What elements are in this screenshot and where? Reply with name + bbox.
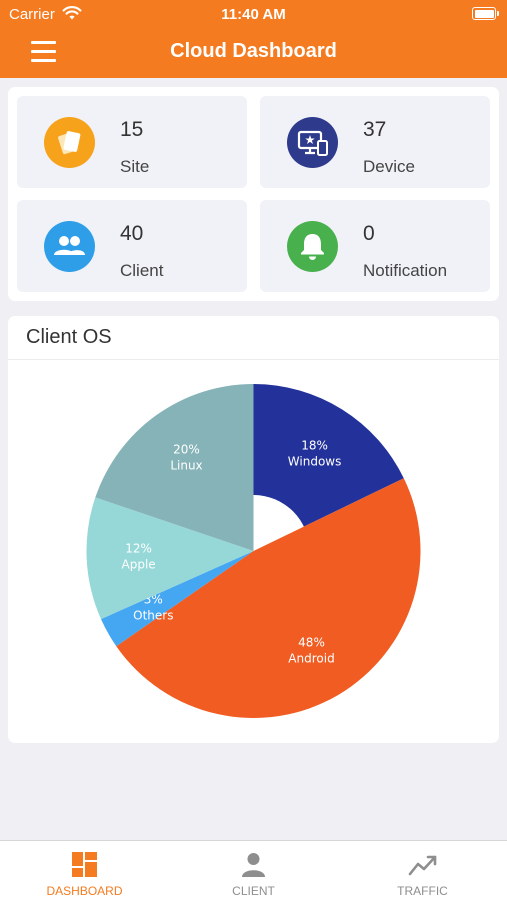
stat-tile-notification[interactable]: 0 Notification (260, 200, 490, 292)
hamburger-menu-icon[interactable] (31, 41, 56, 62)
carrier-label: Carrier (9, 6, 55, 23)
slice-name-label: Android (288, 651, 334, 665)
notification-count: 0 (363, 222, 375, 245)
site-label: Site (120, 157, 150, 176)
device-label: Device (363, 157, 415, 176)
slice-name-label: Others (133, 608, 173, 622)
slice-linux[interactable] (95, 384, 254, 551)
tab-label: CLIENT (232, 884, 275, 898)
tab-bar: DASHBOARD CLIENT TRAFFIC (0, 840, 507, 900)
trend-icon (408, 855, 437, 876)
slice-percent-label: 20% (173, 443, 200, 457)
device-count: 37 (363, 118, 387, 141)
battery-icon (472, 7, 499, 20)
tab-label: TRAFFIC (397, 884, 448, 898)
client-os-donut-chart: 18%Windows48%Android3%Others12%Apple20%L… (86, 384, 421, 719)
client-label: Client (120, 261, 164, 280)
slice-name-label: Windows (288, 455, 342, 469)
slice-others[interactable] (101, 551, 254, 647)
tab-client[interactable]: CLIENT (169, 841, 338, 900)
wifi-icon (62, 6, 82, 20)
tab-traffic[interactable]: TRAFFIC (338, 841, 507, 900)
slice-percent-label: 48% (298, 635, 325, 649)
slice-windows[interactable] (253, 384, 404, 551)
divider (8, 359, 499, 360)
slice-name-label: Linux (170, 459, 202, 473)
client-os-title: Client OS (26, 326, 112, 348)
client-os-card: Client OS 18% Windows 48% Android 3% Others 12… (8, 316, 499, 743)
stat-tile-client[interactable]: 40 Client (17, 200, 247, 292)
slice-name-label: Apple (122, 557, 156, 571)
stat-tile-site[interactable]: 15 Site (17, 96, 247, 188)
slice-android[interactable] (116, 478, 421, 719)
app-header: Carrier 11:40 AM Cloud Dashboard (0, 0, 507, 78)
stats-card: 15 Site 37 Device 40 Client (8, 87, 499, 301)
site-count: 15 (120, 118, 144, 141)
dashboard-icon (72, 852, 97, 877)
people-icon (44, 221, 95, 272)
tab-dashboard[interactable]: DASHBOARD (0, 841, 169, 900)
tab-label: DASHBOARD (46, 884, 123, 898)
slice-apple[interactable] (86, 497, 254, 620)
stat-tile-device[interactable]: 37 Device (260, 96, 490, 188)
client-count: 40 (120, 222, 144, 245)
person-icon (242, 853, 265, 877)
cards-icon (44, 117, 95, 168)
clock: 11:40 AM (221, 6, 286, 23)
slice-percent-label: 18% (301, 439, 328, 453)
bell-icon (287, 221, 338, 272)
slice-percent-label: 12% (125, 541, 152, 555)
page-title: Cloud Dashboard (170, 40, 337, 62)
status-bar: Carrier 11:40 AM (0, 0, 507, 28)
device-icon (287, 117, 338, 168)
notification-label: Notification (363, 261, 448, 280)
